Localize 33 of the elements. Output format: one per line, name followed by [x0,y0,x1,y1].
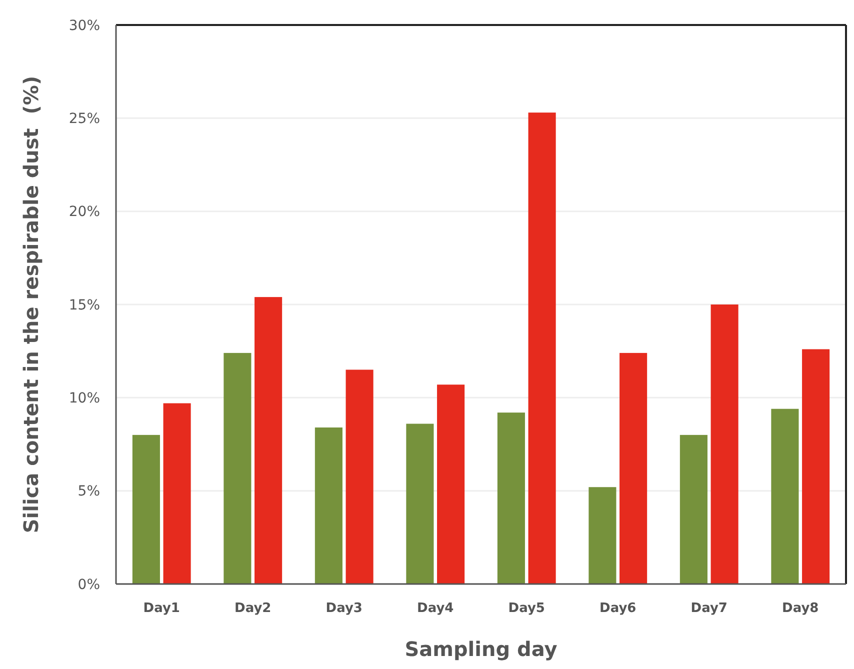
bar [163,403,191,584]
bar [710,304,738,584]
bar [254,297,282,584]
bar [132,434,160,584]
y-tick-label: 10% [68,390,100,407]
y-tick-label: 5% [78,484,100,500]
y-axis-title: Silica content in the respirable dust (%) [19,76,43,534]
x-tick-label: Day2 [234,601,272,616]
x-tick-label: Day7 [690,601,728,616]
bar [528,112,556,584]
bar [224,352,252,584]
x-tick-label: Day8 [782,601,819,616]
x-tick-label: Day6 [600,601,636,616]
bar [771,408,799,584]
y-tick-label: 20% [68,204,100,220]
y-tick-label: 15% [68,297,100,314]
bar [588,487,616,584]
y-tick-label: 30% [68,18,100,34]
bar [346,370,374,584]
bar [680,434,708,584]
x-tick-label: Day1 [143,601,180,616]
y-tick-label: 25% [68,111,100,128]
x-tick-label: Day5 [508,601,545,616]
bar [497,412,525,584]
bar [437,384,465,584]
x-axis-title: Sampling day [404,637,558,661]
bar [314,427,342,584]
x-tick-label: Day4 [417,601,454,616]
bar [620,352,648,584]
bar [406,424,434,584]
bar [802,349,830,584]
x-tick-label: Day3 [326,601,362,616]
y-tick-label: 0% [78,576,100,593]
